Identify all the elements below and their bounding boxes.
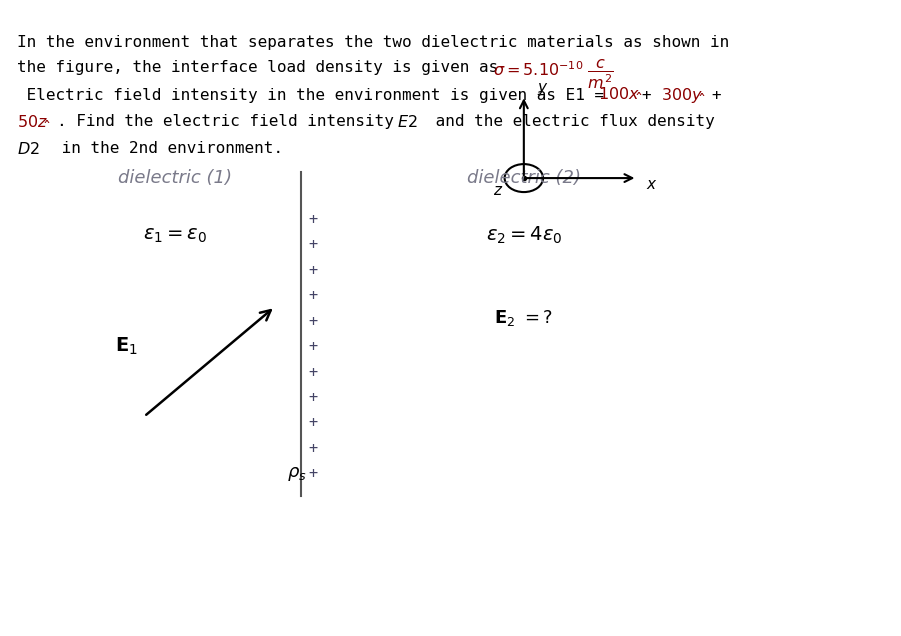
Text: $\mathbf{E}_2\ =?$: $\mathbf{E}_2\ =?$	[495, 308, 553, 328]
Text: +: +	[308, 339, 317, 354]
Text: dielectric (1): dielectric (1)	[118, 169, 232, 187]
Text: +: +	[308, 466, 317, 481]
Text: . Find the electric field intensity: . Find the electric field intensity	[57, 114, 404, 130]
Text: +: +	[308, 314, 317, 329]
Text: $x$: $x$	[646, 177, 658, 192]
Text: +: +	[712, 88, 721, 103]
Text: $\sigma = 5.10^{-10}\ \dfrac{c}{m^2}$: $\sigma = 5.10^{-10}\ \dfrac{c}{m^2}$	[493, 59, 614, 91]
Text: $300y\hat{}$: $300y\hat{}$	[661, 86, 705, 105]
Text: in the 2nd environment.: in the 2nd environment.	[52, 141, 284, 156]
Text: $50z\hat{}$: $50z\hat{}$	[17, 114, 51, 130]
Text: dielectric (2): dielectric (2)	[467, 169, 581, 187]
Text: $100x\hat{}$: $100x\hat{}$	[598, 86, 643, 102]
Text: $E2$: $E2$	[397, 114, 418, 130]
Text: +: +	[308, 212, 317, 227]
Text: +: +	[642, 88, 661, 103]
Text: +: +	[308, 364, 317, 380]
Text: $\varepsilon_1=\varepsilon_0$: $\varepsilon_1=\varepsilon_0$	[142, 226, 206, 245]
Text: and the electric flux density: and the electric flux density	[426, 114, 714, 130]
Text: $\rho_s$: $\rho_s$	[287, 465, 306, 483]
Text: +: +	[308, 415, 317, 431]
Text: Electric field intensity in the environment is given as E1 =: Electric field intensity in the environm…	[17, 88, 614, 103]
Text: $z$: $z$	[493, 183, 504, 198]
Text: In the environment that separates the two dielectric materials as shown in: In the environment that separates the tw…	[17, 35, 730, 50]
Text: $D2$: $D2$	[17, 141, 41, 157]
Text: +: +	[308, 288, 317, 303]
Text: $\mathbf{E}_1$: $\mathbf{E}_1$	[115, 336, 138, 357]
Text: $\varepsilon_2 = 4\varepsilon_0$: $\varepsilon_2 = 4\varepsilon_0$	[486, 225, 562, 246]
Text: +: +	[308, 263, 317, 278]
Text: $y$: $y$	[537, 81, 549, 97]
Text: +: +	[308, 390, 317, 405]
Text: the figure, the interface load density is given as: the figure, the interface load density i…	[17, 60, 508, 76]
Text: +: +	[308, 237, 317, 252]
Text: +: +	[308, 441, 317, 456]
